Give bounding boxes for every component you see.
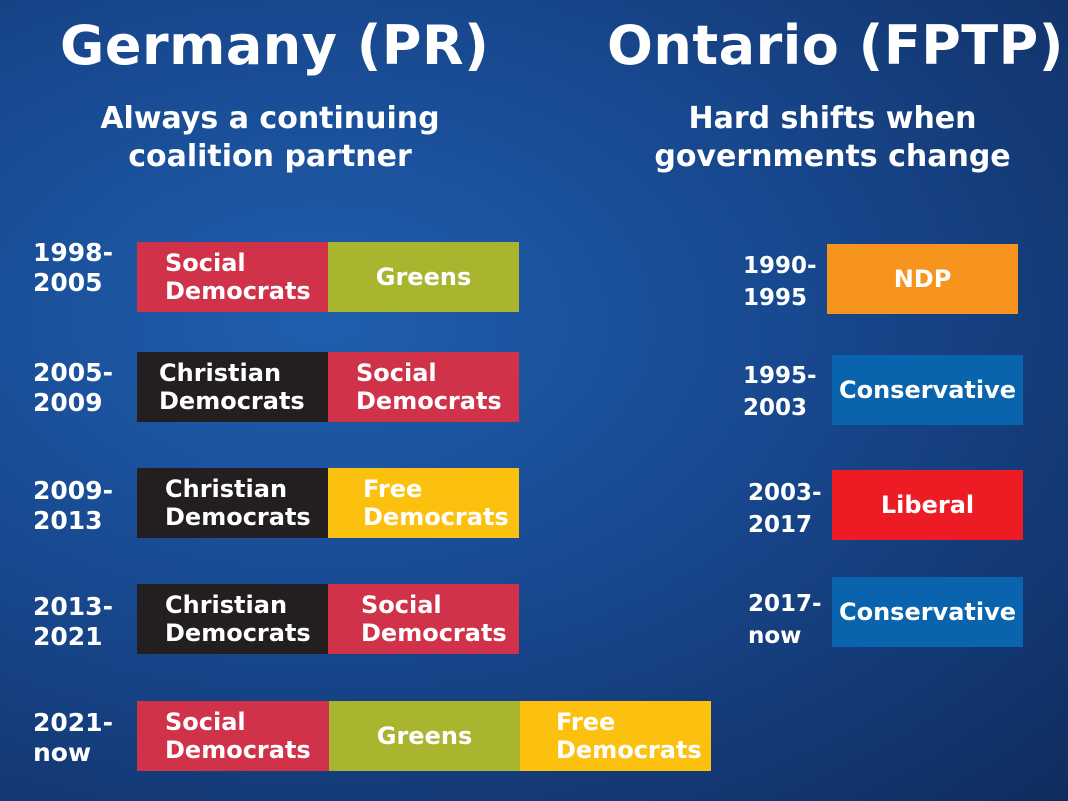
ontario-row-years: 2003- 2017 [748, 480, 822, 538]
ontario-row-years: 2017- now [748, 591, 822, 649]
germany-row-years: 2021- now [33, 708, 113, 767]
party-box-christian-democrats: Christian Democrats [137, 352, 328, 422]
party-box-social-democrats: Social Democrats [137, 242, 328, 312]
party-box-greens: Greens [328, 242, 519, 312]
germany-row-years: 2009- 2013 [33, 476, 113, 535]
party-box-christian-democrats: Christian Democrats [137, 584, 328, 654]
germany-title: Germany (PR) [60, 14, 490, 77]
party-box-greens: Greens [329, 701, 520, 771]
party-box-christian-democrats: Christian Democrats [137, 468, 328, 538]
ontario-subtitle: Hard shifts when governments change [654, 101, 1011, 174]
party-box-free-democrats: Free Democrats [328, 468, 519, 538]
party-box-liberal: Liberal [832, 470, 1023, 540]
ontario-row-years: 1990- 1995 [743, 253, 817, 311]
party-box-social-democrats: Social Democrats [328, 584, 519, 654]
germany-subtitle: Always a continuing coalition partner [100, 101, 440, 174]
germany-row-years: 2013- 2021 [33, 592, 113, 651]
party-box-conservative: Conservative [832, 355, 1023, 425]
ontario-row-years: 1995- 2003 [743, 363, 817, 421]
party-box-conservative: Conservative [832, 577, 1023, 647]
germany-row-years: 1998- 2005 [33, 238, 113, 297]
party-box-social-democrats: Social Democrats [328, 352, 519, 422]
germany-row-years: 2005- 2009 [33, 358, 113, 417]
party-box-free-democrats: Free Democrats [520, 701, 711, 771]
party-box-social-democrats: Social Democrats [137, 701, 329, 771]
party-box-ndp: NDP [827, 244, 1018, 314]
ontario-title: Ontario (FPTP) [607, 14, 1064, 77]
